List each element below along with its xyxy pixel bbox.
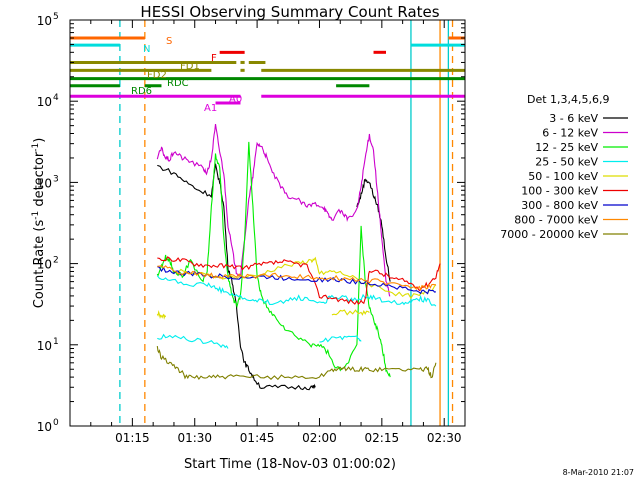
legend-entry-label: 12 - 25 keV: [535, 141, 598, 154]
legend-entry-label: 7000 - 20000 keV: [500, 228, 598, 241]
flag-label-rd6: RD6: [131, 86, 152, 97]
x-tick-label: 01:45: [240, 431, 275, 445]
legend-entry-label: 25 - 50 keV: [535, 156, 598, 169]
legend-entry-label: 3 - 6 keV: [549, 112, 598, 125]
x-tick-label: 02:15: [365, 431, 400, 445]
flag-label-a1: A1: [204, 103, 217, 114]
footer-date: 8-Mar-2010 21:07: [563, 468, 634, 477]
flag-label-s: S: [166, 36, 172, 47]
flag-label-a0: A0: [229, 94, 242, 105]
series-line-5: [156, 310, 167, 320]
series-line-4: [157, 333, 229, 349]
x-axis-ticks: 01:15 01:30 01:45 02:00 02:15 02:30: [90, 20, 462, 445]
series-line-4: [156, 275, 437, 307]
y-axis-label: Count Rate (s-1 detector-1): [31, 138, 47, 309]
x-tick-label: 02:00: [302, 431, 337, 445]
legend-entry-label: 50 - 100 keV: [528, 170, 598, 183]
series-line-1: [356, 178, 391, 282]
y-tick-label: 10: [37, 339, 52, 353]
flag-label-n: N: [143, 44, 150, 55]
legend-title: Det 1,3,4,5,6,9: [527, 93, 610, 106]
flag-label-f: F: [211, 53, 217, 64]
legend-entry-label: 300 - 800 keV: [521, 199, 598, 212]
x-tick-label: 01:15: [115, 431, 150, 445]
series-line-5: [177, 256, 437, 300]
series-line-1: [157, 163, 316, 391]
series-line-5: [331, 309, 370, 316]
series-line-8: [157, 265, 436, 291]
y-tick-exponent: 1: [53, 337, 59, 347]
y-tick-exponent: 3: [53, 174, 59, 184]
flag-label-fd2: FD2: [147, 70, 167, 81]
series-line-3: [156, 141, 391, 378]
x-tick-label: 01:30: [177, 431, 212, 445]
legend-entry-label: 800 - 7000 keV: [514, 214, 598, 227]
x-axis-label: Start Time (18-Nov-03 01:00:02): [184, 457, 396, 472]
series-line-9: [156, 346, 437, 381]
legend-entry-label: 6 - 12 keV: [542, 127, 598, 140]
chart-title: HESSI Observing Summary Count Rates: [140, 3, 439, 21]
y-tick-label: 10: [37, 258, 52, 272]
y-tick-exponent: 4: [53, 93, 59, 103]
flag-label-fd1: FD1: [180, 61, 200, 72]
plot-frame: [69, 19, 466, 427]
legend-entry-label: 100 - 300 keV: [521, 185, 598, 198]
y-tick-label: 10: [37, 14, 52, 28]
y-tick-exponent: 2: [53, 256, 59, 266]
y-tick-label: 10: [37, 420, 52, 434]
y-tick-label: 10: [37, 176, 52, 190]
y-tick-exponent: 5: [53, 12, 59, 22]
x-tick-label: 02:30: [427, 431, 462, 445]
series-line-2: [156, 124, 391, 297]
flag-label-rdc: RDC: [167, 78, 189, 89]
y-tick-exponent: 0: [53, 418, 59, 428]
y-tick-label: 10: [37, 95, 52, 109]
series-line-4: [319, 335, 362, 343]
